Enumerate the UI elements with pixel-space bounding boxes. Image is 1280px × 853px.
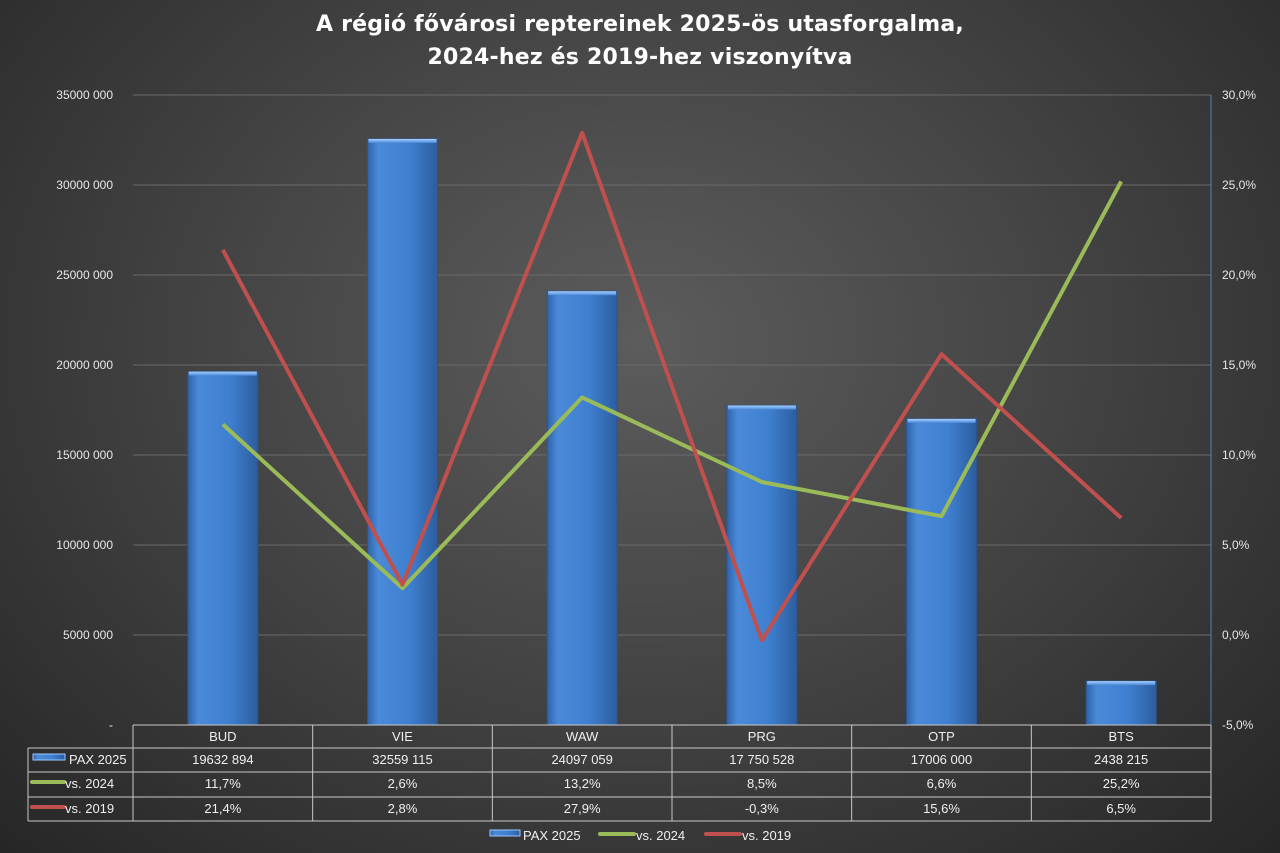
y-left-tick-label: 20000 000 [56, 358, 113, 372]
table-cell: 13,2% [564, 776, 601, 791]
bar-PRG [726, 404, 798, 726]
table-row-label: PAX 2025 [69, 752, 127, 767]
table-cell: 27,9% [564, 801, 601, 816]
chart-title-line-1: A régió fővárosi reptereinek 2025-ös uta… [316, 12, 964, 37]
table-cell: 17 750 528 [729, 752, 794, 767]
table-cell: 6,6% [927, 776, 957, 791]
bar-top-highlight [548, 291, 617, 296]
line-vs-2024 [221, 180, 1123, 591]
legend-label: vs. 2024 [636, 828, 685, 843]
legend-label: PAX 2025 [523, 828, 581, 843]
table-cell: 6,5% [1106, 801, 1136, 816]
y-right-tick-label: -5,0% [1222, 718, 1254, 732]
y-right-tick-label: 25,0% [1222, 178, 1256, 192]
y-right-tick-label: 5,0% [1222, 538, 1250, 552]
table-cell: 15,6% [923, 801, 960, 816]
bar-top-highlight [188, 371, 257, 376]
table-cell: 8,5% [747, 776, 777, 791]
y-left-tick-label: 10000 000 [56, 538, 113, 552]
y-right-tick-label: 30,0% [1222, 88, 1256, 102]
y-left-tick-label: 5000 000 [63, 628, 113, 642]
y-right-tick-label: 10,0% [1222, 448, 1256, 462]
y-left-tick-label: 15000 000 [56, 448, 113, 462]
table-row-label: vs. 2024 [65, 776, 114, 791]
y-left-tick-label: 30000 000 [56, 178, 113, 192]
table-header-cell: BTS [1109, 729, 1135, 744]
bar-BUD [187, 371, 259, 726]
table-row-label: vs. 2019 [65, 801, 114, 816]
chart-title-line-2: 2024-hez és 2019-hez viszonyítva [427, 45, 853, 70]
y-right-tick-label: 15,0% [1222, 358, 1256, 372]
bar-WAW [546, 290, 618, 726]
table-header-cell: BUD [209, 729, 236, 744]
bar-VIE [367, 138, 438, 726]
y-right-tick-label: 0,0% [1222, 628, 1250, 642]
table-header-cell: PRG [748, 729, 776, 744]
table-cell: 19632 894 [192, 752, 253, 767]
bar-top-highlight [907, 418, 976, 423]
table-cell: 2438 215 [1094, 752, 1148, 767]
y-left-tick-label: 35000 000 [56, 88, 113, 102]
chart-title: A régió fővárosi reptereinek 2025-ös uta… [0, 8, 1280, 74]
bar-top-highlight [368, 138, 437, 143]
legend-label: vs. 2019 [742, 828, 791, 843]
bar-top-highlight [727, 405, 796, 410]
y-left-tick-label: - [109, 718, 113, 732]
table-cell: 17006 000 [911, 752, 972, 767]
table-header-cell: WAW [566, 729, 599, 744]
bar-OTP [906, 418, 977, 726]
table-cell: 32559 115 [372, 752, 433, 767]
table-cell: 11,7% [205, 776, 241, 791]
table-cell: 2,8% [388, 801, 418, 816]
table-cell: -0,3% [745, 801, 779, 816]
table-legend-key [32, 753, 66, 761]
table-header-cell: VIE [392, 729, 413, 744]
table-cell: 21,4% [204, 801, 241, 816]
bar-BTS [1085, 680, 1157, 726]
line-vs-2019 [221, 130, 1123, 643]
y-right-tick-label: 20,0% [1222, 268, 1256, 282]
bar-top-highlight [1087, 681, 1156, 686]
table-cell: 24097 059 [551, 752, 612, 767]
table-cell: 25,2% [1103, 776, 1140, 791]
y-left-tick-label: 25000 000 [56, 268, 113, 282]
legend-key-0 [489, 829, 521, 837]
table-cell: 2,6% [388, 776, 418, 791]
table-header-cell: OTP [928, 729, 955, 744]
